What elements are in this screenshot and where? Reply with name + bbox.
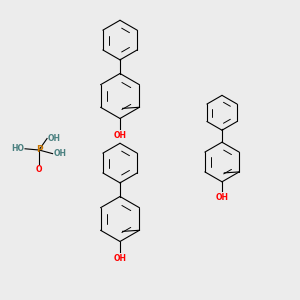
- Text: P: P: [36, 146, 42, 154]
- Text: OH: OH: [53, 149, 66, 158]
- Text: OH: OH: [215, 193, 229, 202]
- Text: OH: OH: [48, 134, 61, 143]
- Text: OH: OH: [113, 131, 127, 140]
- Text: HO: HO: [11, 144, 24, 153]
- Text: O: O: [36, 165, 42, 174]
- Text: OH: OH: [113, 254, 127, 263]
